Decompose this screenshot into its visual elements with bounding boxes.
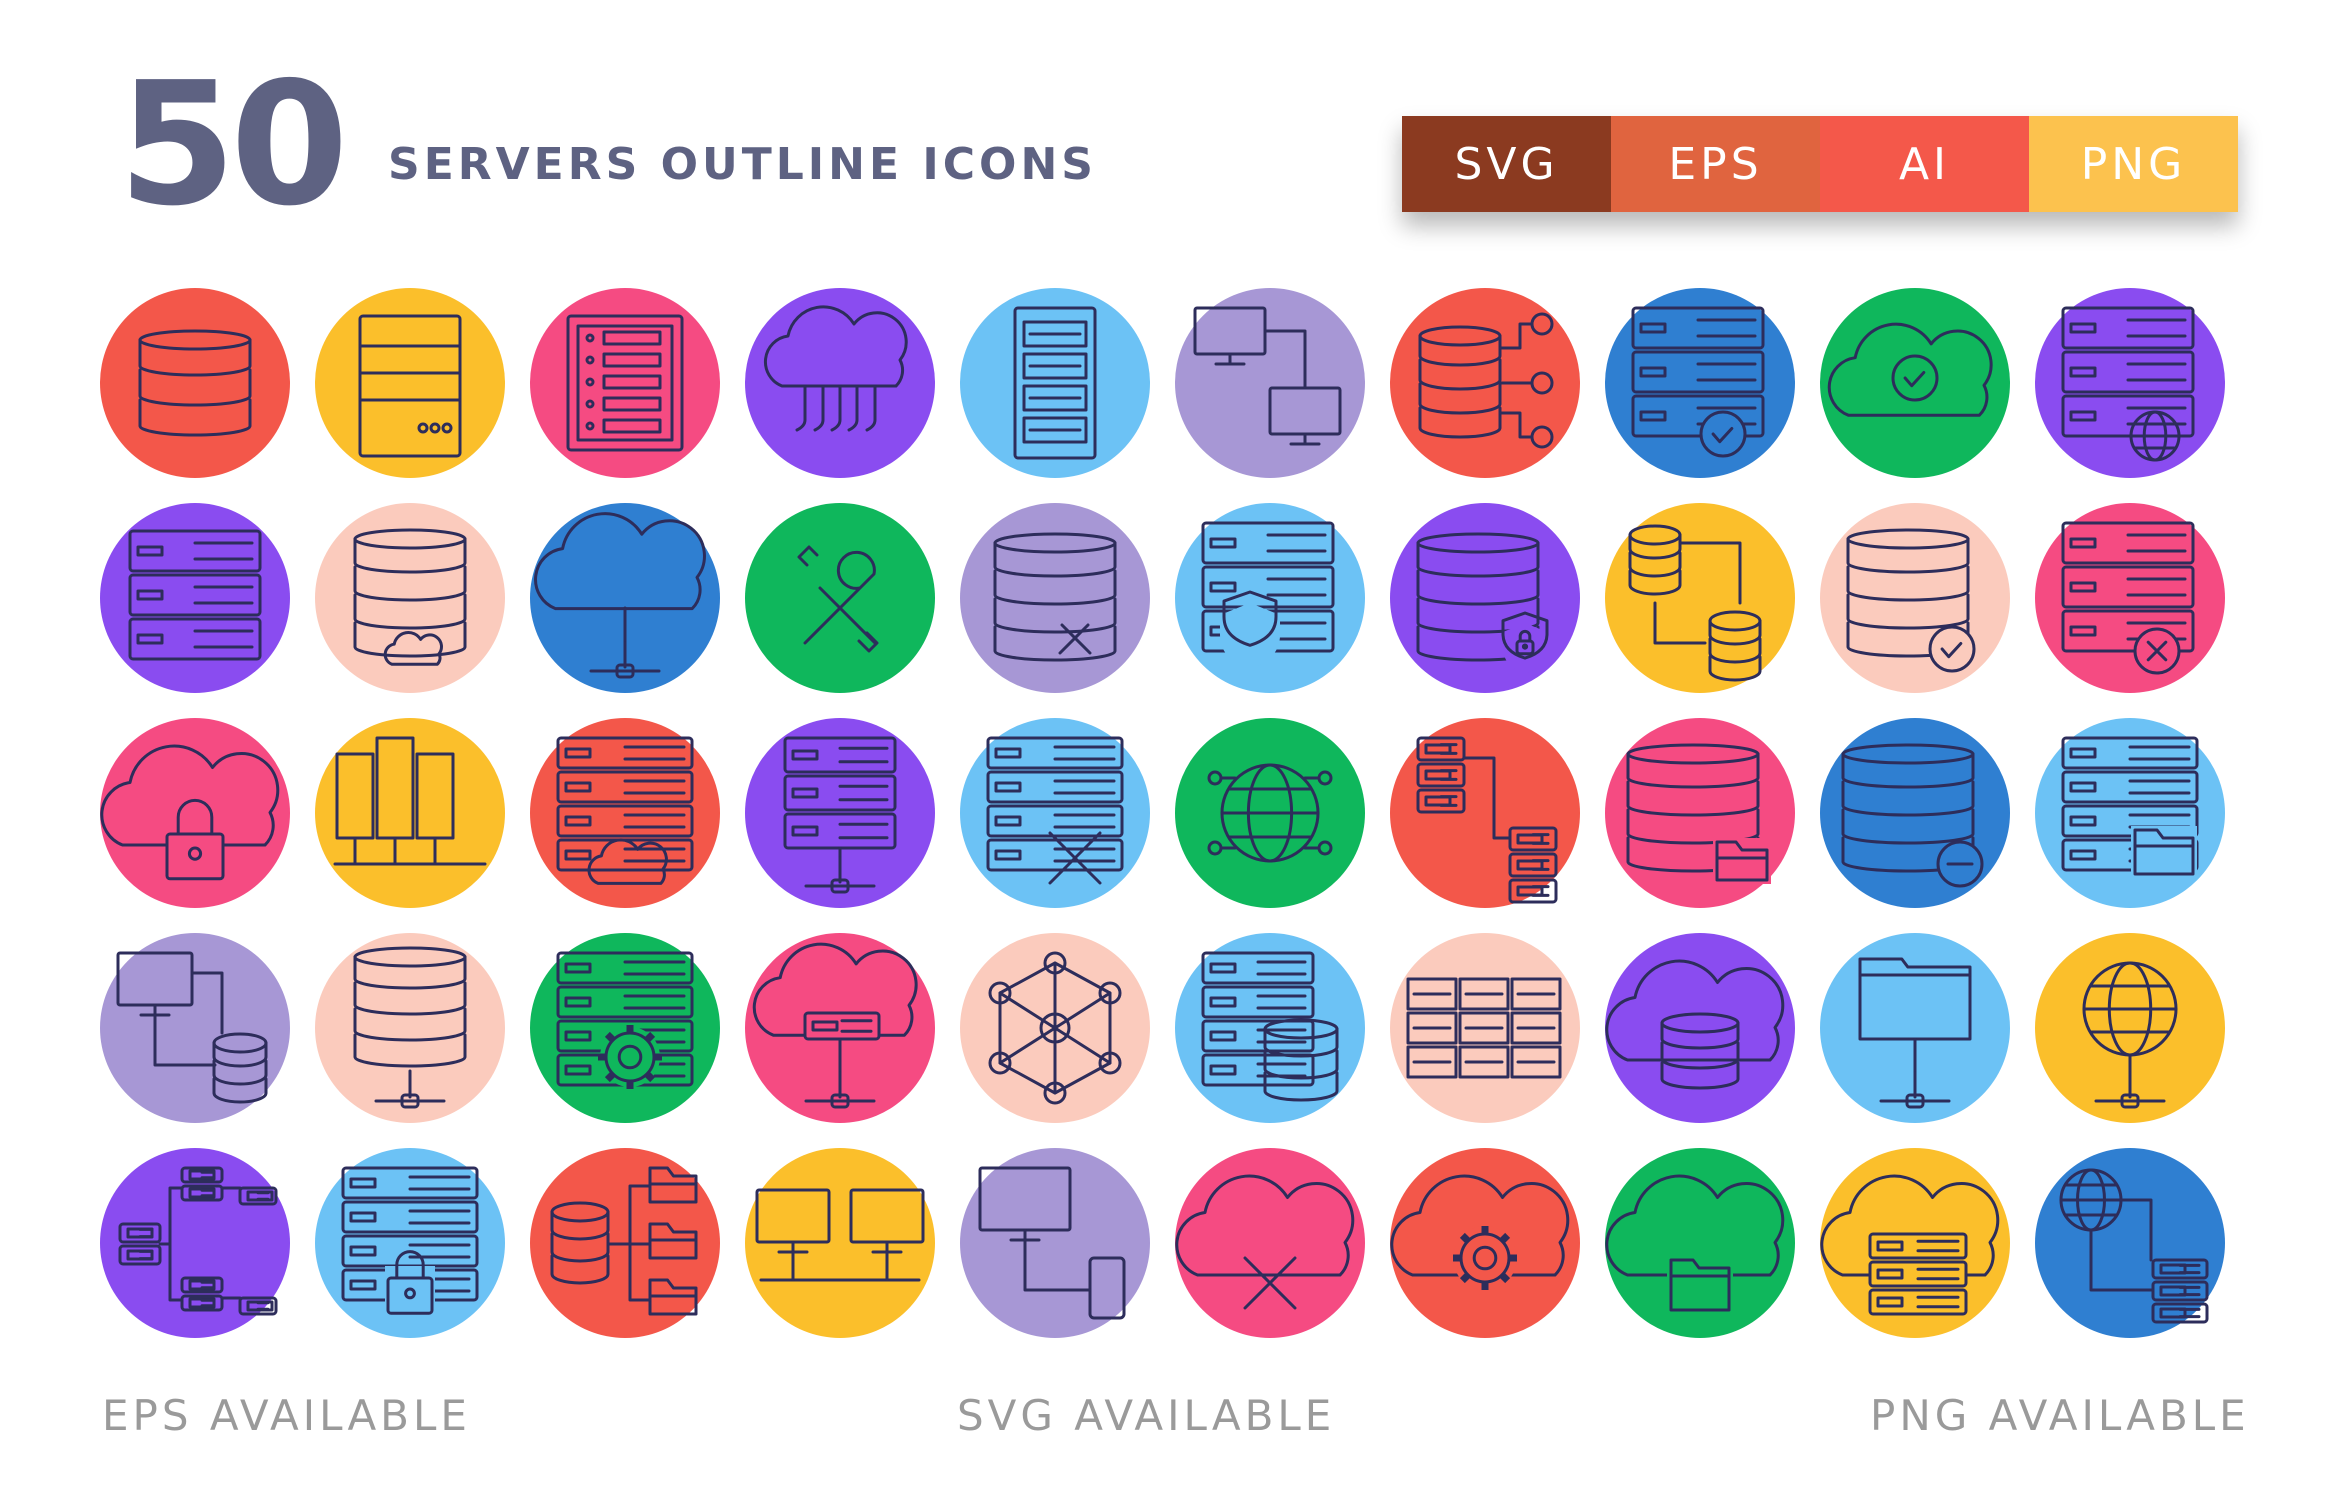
format-badge-svg: SVG [1402,116,1611,212]
network-nodes-icon [960,933,1150,1123]
footer-png-available: PNG AVAILABLE [1870,1391,2250,1440]
footer-svg-available: SVG AVAILABLE [957,1391,1336,1440]
monitors-connected-icon [745,1148,935,1338]
connected-computers-icon [1175,288,1365,478]
format-badge-eps: EPS [1611,116,1820,212]
cloud-check-icon [1820,288,2010,478]
icon-grid [100,288,2225,1338]
page-title: SERVERS OUTLINE ICONS [388,139,1097,190]
server-database-icon [1175,933,1365,1123]
cloud-lock-icon [100,718,290,908]
folder-network-icon [1820,933,2010,1123]
server-rack-icon [100,503,290,693]
computer-phone-icon [960,1148,1150,1338]
server-cluster-icon [315,718,505,908]
globe-network-icon [2035,933,2225,1123]
server-cloud-icon [530,718,720,908]
cloud-tools-icon [1175,1148,1365,1338]
server-cabinet-icon [315,288,505,478]
server-error-icon [2035,503,2225,693]
format-badge-ai: AI [1820,116,2029,212]
format-badges: SVG EPS AI PNG [1402,116,2238,212]
cloud-folder-icon [1605,1148,1795,1338]
server-array-icon [1390,933,1580,1123]
database-folder-icon [1605,718,1795,908]
server-lock-icon [315,1148,505,1338]
database-connections-icon [1390,288,1580,478]
server-gear-icon [530,933,720,1123]
cloud-share-icon [530,503,720,693]
server-tools-icon [960,718,1150,908]
database-check-icon [1820,503,2010,693]
server-panel-icon [530,288,720,478]
database-lock-icon [1390,503,1580,693]
server-check-icon [1605,288,1795,478]
database-minus-icon [1820,718,2010,908]
server-network-icon [745,718,935,908]
server-shield-icon [1175,503,1365,693]
tools-icon [745,503,935,693]
server-globe-icon [2035,288,2225,478]
globe-circuit-icon [1175,718,1365,908]
database-folders-icon [530,1148,720,1338]
server-transfer-icon [1390,718,1580,908]
database-stack-icon [100,288,290,478]
globe-server-icon [2035,1148,2225,1338]
cloud-rack-icon [1820,1148,2010,1338]
icon-count: 50 [118,46,349,244]
database-tools-icon [960,503,1150,693]
cloud-network-icon [745,288,935,478]
server-tower-icon [960,288,1150,478]
footer-eps-available: EPS AVAILABLE [102,1391,471,1440]
database-network-icon [315,933,505,1123]
database-transfer-icon [1605,503,1795,693]
server-folder-icon [2035,718,2225,908]
server-hierarchy-icon [100,1148,290,1338]
cloud-database-icon [1605,933,1795,1123]
format-badge-png: PNG [2029,116,2238,212]
computer-database-icon [100,933,290,1123]
database-cloud-icon [315,503,505,693]
cloud-server-icon [745,933,935,1123]
cloud-gear-icon [1390,1148,1580,1338]
